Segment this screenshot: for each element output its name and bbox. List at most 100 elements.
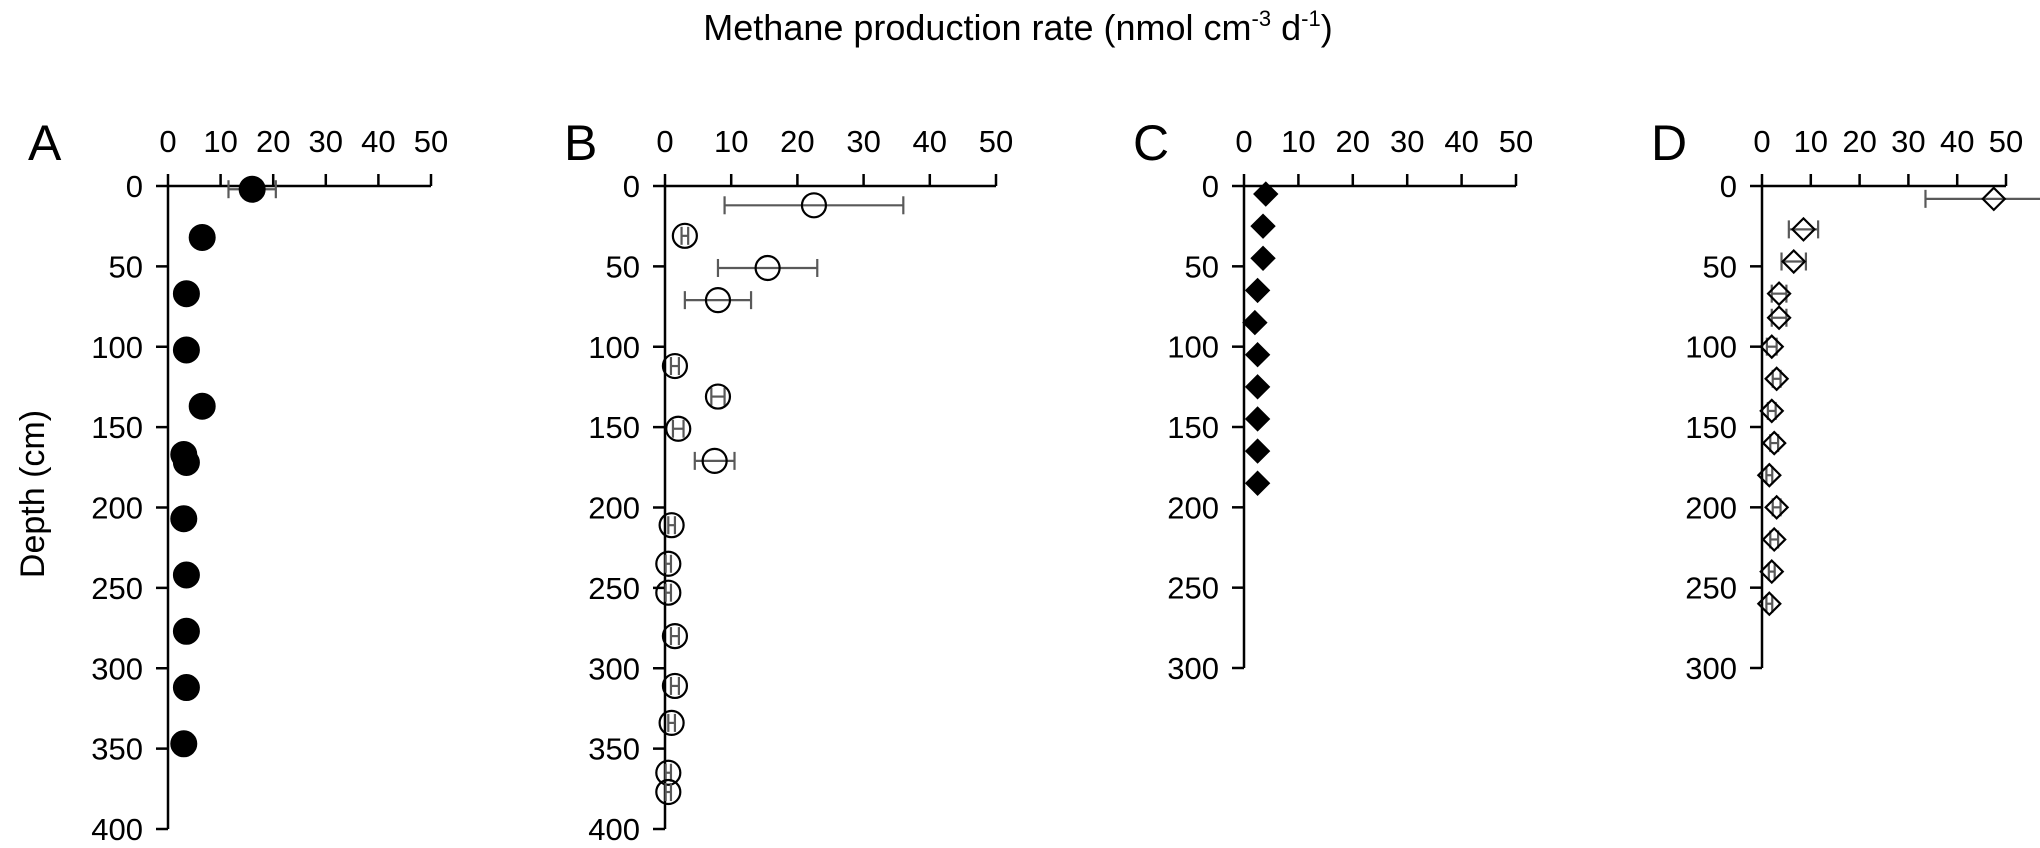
data-point-a — [238, 175, 266, 203]
x-tick-label-d: 10 — [1794, 124, 1828, 159]
data-point-b — [800, 192, 828, 219]
data-point-a — [172, 617, 200, 645]
y-tick-label-d: 50 — [1703, 249, 1737, 284]
y-tick-label-d: 250 — [1685, 571, 1737, 606]
x-tick-label-c: 30 — [1390, 124, 1424, 159]
x-tick-label-a: 40 — [361, 124, 395, 159]
y-tick-label-c: 0 — [1202, 169, 1219, 204]
x-tick-label-a: 20 — [256, 124, 290, 159]
panel-label-a: A — [28, 115, 62, 171]
y-tick-label-c: 300 — [1167, 651, 1219, 686]
x-tick-label-b: 10 — [714, 124, 748, 159]
data-point-c — [1250, 213, 1276, 239]
x-tick-label-a: 30 — [309, 124, 343, 159]
y-tick-label-a: 300 — [91, 651, 143, 686]
data-point-b — [655, 778, 682, 806]
data-point-a — [172, 674, 200, 702]
data-point-d — [1781, 248, 1807, 275]
y-tick-label-c: 50 — [1185, 249, 1219, 284]
data-point-b — [658, 512, 685, 539]
data-point-c — [1253, 181, 1279, 207]
x-tick-label-a: 50 — [414, 124, 448, 159]
data-point-b — [655, 550, 682, 577]
data-point-d — [1761, 526, 1787, 553]
y-tick-label-a: 250 — [91, 571, 143, 606]
y-tick-label-a: 350 — [91, 732, 143, 767]
data-point-c — [1242, 309, 1268, 336]
x-tick-label-c: 50 — [1499, 124, 1533, 159]
x-tick-label-d: 20 — [1842, 124, 1876, 159]
x-tick-label-c: 20 — [1336, 124, 1370, 159]
y-tick-label-a: 50 — [109, 249, 143, 284]
data-point-b — [665, 415, 692, 442]
data-point-b — [701, 447, 728, 474]
data-point-d — [1790, 216, 1817, 242]
data-point-d — [1764, 494, 1790, 520]
y-tick-label-c: 200 — [1167, 490, 1219, 525]
data-point-b — [661, 622, 689, 650]
x-tick-label-a: 10 — [203, 124, 237, 159]
data-point-d — [1766, 305, 1792, 331]
data-point-b — [704, 383, 732, 410]
data-point-b — [658, 709, 685, 737]
data-point-d — [1759, 559, 1785, 585]
y-tick-label-d: 150 — [1685, 410, 1737, 445]
panel-label-d: D — [1651, 115, 1687, 171]
y-tick-label-a: 200 — [91, 491, 143, 526]
data-point-d — [1764, 366, 1790, 392]
figure-title: Methane production rate (nmol cm-3 d-1) — [703, 6, 1332, 48]
data-point-b — [671, 222, 698, 249]
data-point-c — [1250, 245, 1276, 272]
data-point-c — [1244, 277, 1271, 304]
x-tick-label-d: 50 — [1989, 124, 2023, 159]
data-point-c — [1244, 374, 1271, 400]
data-point-a — [172, 280, 200, 308]
data-point-b — [754, 254, 781, 282]
x-tick-label-d: 30 — [1891, 124, 1925, 159]
data-point-c — [1244, 341, 1271, 368]
data-point-a — [188, 392, 216, 420]
x-tick-label-a: 0 — [159, 124, 176, 159]
data-point-d — [1761, 430, 1787, 456]
y-tick-label-b: 350 — [588, 732, 640, 767]
y-axis-label: Depth (cm) — [14, 410, 52, 578]
y-tick-label-a: 0 — [126, 169, 143, 204]
panel-label-c: C — [1133, 115, 1169, 171]
y-tick-label-c: 250 — [1167, 571, 1219, 606]
y-tick-label-d: 300 — [1685, 651, 1737, 686]
y-tick-label-b: 0 — [623, 169, 640, 204]
y-tick-label-b: 50 — [606, 249, 640, 284]
data-point-a — [170, 730, 198, 758]
y-tick-label-b: 150 — [588, 410, 640, 445]
x-tick-label-c: 40 — [1444, 124, 1478, 159]
y-tick-label-c: 100 — [1167, 330, 1219, 365]
data-point-a — [170, 505, 198, 533]
data-point-b — [655, 759, 682, 786]
x-tick-label-b: 50 — [979, 124, 1013, 159]
data-point-d — [1981, 186, 2007, 212]
y-tick-label-b: 250 — [588, 571, 640, 606]
y-tick-label-b: 200 — [588, 491, 640, 526]
data-point-c — [1244, 406, 1271, 432]
x-tick-label-c: 0 — [1235, 124, 1252, 159]
data-point-c — [1244, 438, 1271, 464]
data-point-c — [1244, 470, 1271, 496]
data-point-b — [704, 287, 732, 314]
x-tick-label-b: 20 — [780, 124, 814, 159]
data-point-d — [1759, 398, 1785, 424]
y-tick-label-b: 300 — [588, 651, 640, 686]
y-tick-label-d: 100 — [1685, 330, 1737, 365]
y-tick-label-a: 400 — [91, 812, 143, 847]
data-point-a — [172, 336, 200, 364]
y-tick-label-d: 200 — [1685, 490, 1737, 525]
y-tick-label-b: 400 — [588, 812, 640, 847]
panel-label-b: B — [564, 115, 597, 171]
y-tick-label-a: 150 — [91, 410, 143, 445]
y-tick-label-a: 100 — [91, 330, 143, 365]
x-tick-label-d: 0 — [1753, 124, 1770, 159]
